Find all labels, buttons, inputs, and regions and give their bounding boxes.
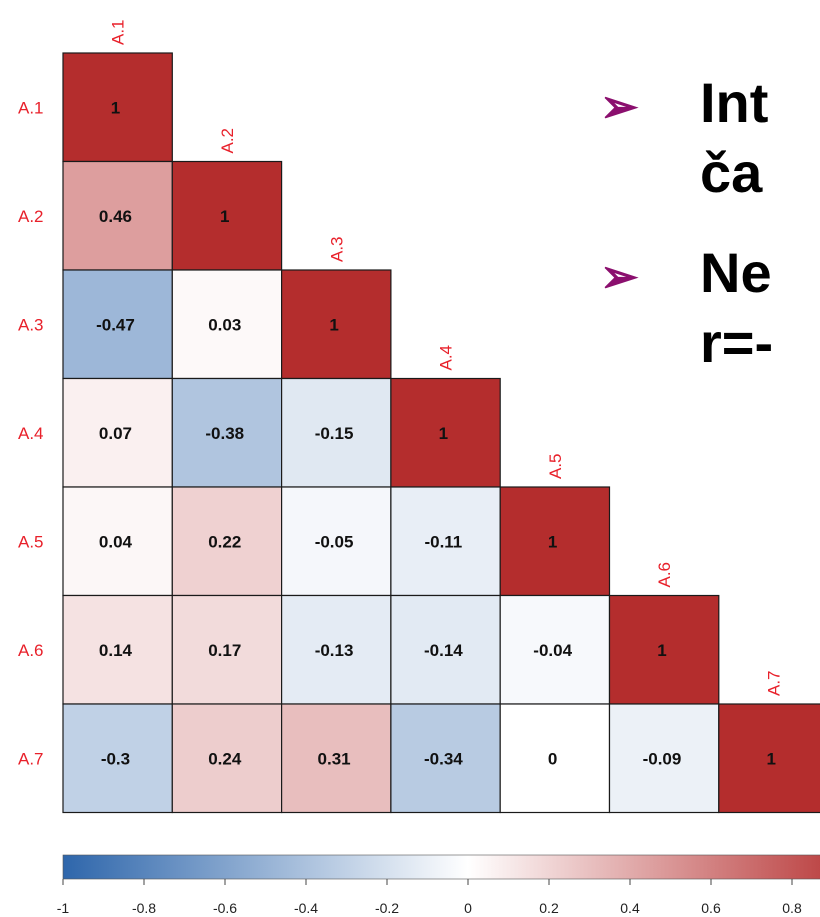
cell-value-label: 1: [329, 315, 338, 334]
bullet-text: ča: [700, 141, 763, 204]
heatmap-cell-4-4: [390, 377, 501, 488]
colorbar-tick-label: -1: [57, 900, 70, 916]
cell-value-label: 0.24: [208, 749, 242, 768]
cell-value-label: -0.13: [315, 641, 354, 660]
cell-value-label: 0: [548, 749, 557, 768]
heatmap-cell-3-3: [281, 269, 392, 380]
bullet-text: r=-: [700, 311, 774, 374]
cell-value-label: 0.03: [208, 315, 241, 334]
heatmap-cell-6-1: [62, 594, 173, 705]
colorbar-tick-label: 0.4: [620, 900, 640, 916]
column-label-4: A.4: [437, 345, 456, 371]
colorbar-tick-label: 0.6: [701, 900, 721, 916]
heatmap-cell-6-6: [608, 594, 720, 705]
bullet-text: Ne: [700, 241, 772, 304]
bullet-line-2: ča: [600, 140, 762, 205]
cell-value-label: -0.47: [96, 315, 135, 334]
heatmap-cell-7-1: [62, 703, 173, 814]
heatmap-cell-7-2: [171, 703, 283, 814]
row-label-6: A.6: [18, 641, 44, 660]
row-label-1: A.1: [18, 98, 44, 117]
arrow-bullet-icon: ➢: [600, 80, 639, 132]
cell-value-label: -0.05: [315, 532, 354, 551]
heatmap-cell-1-1: [62, 52, 173, 163]
bullet-line-3: ➢ Ne: [600, 240, 772, 305]
cell-value-label: -0.11: [424, 532, 462, 551]
cell-value-label: 0.17: [208, 641, 241, 660]
heatmap-cell-3-1: [62, 269, 173, 380]
heatmap-cell-5-2: [171, 486, 283, 597]
cell-value-label: -0.38: [205, 424, 244, 443]
row-label-2: A.2: [18, 207, 44, 226]
row-label-5: A.5: [18, 532, 44, 551]
row-label-4: A.4: [18, 424, 44, 443]
cell-value-label: 0.07: [99, 424, 132, 443]
cell-value-label: 0.04: [99, 532, 133, 551]
heatmap-cell-5-3: [281, 486, 392, 597]
cell-value-label: 1: [657, 641, 666, 660]
column-label-6: A.6: [655, 562, 674, 588]
row-label-3: A.3: [18, 315, 44, 334]
cell-value-label: 0.31: [318, 749, 351, 768]
colorbar-tick-label: 0.8: [782, 900, 802, 916]
column-label-2: A.2: [218, 128, 237, 154]
heatmap-cell-6-2: [171, 594, 283, 705]
cell-value-label: 1: [767, 749, 776, 768]
bullet-line-4: r=-: [600, 310, 773, 375]
cell-value-label: -0.04: [533, 641, 572, 660]
cell-value-label: 1: [220, 207, 229, 226]
cell-value-label: -0.15: [315, 424, 354, 443]
arrow-bullet-icon: ➢: [600, 250, 639, 302]
cell-value-label: 1: [439, 424, 448, 443]
cell-value-label: 0.14: [99, 641, 133, 660]
colorbar-tick-label: -0.8: [132, 900, 156, 916]
heatmap-cell-7-4: [390, 703, 501, 814]
colorbar-tick-label: -0.2: [375, 900, 399, 916]
column-label-3: A.3: [327, 236, 346, 262]
heatmap-cell-3-2: [171, 269, 283, 380]
heatmap-cell-4-2: [171, 377, 283, 488]
column-label-1: A.1: [109, 19, 128, 45]
column-label-5: A.5: [546, 453, 565, 479]
cell-value-label: 1: [548, 532, 557, 551]
heatmap-cell-6-3: [281, 594, 392, 705]
colorbar-tick-label: 0.2: [539, 900, 559, 916]
bullet-text: Int: [700, 71, 769, 134]
cell-value-label: 0.22: [208, 532, 241, 551]
heatmap-cell-2-1: [62, 160, 173, 271]
cell-value-label: -0.14: [424, 641, 463, 660]
colorbar-tick-label: -0.4: [294, 900, 318, 916]
heatmap-cell-6-4: [390, 594, 501, 705]
bullet-line-1: ➢ Int: [600, 70, 768, 135]
cell-value-label: 0.46: [99, 207, 132, 226]
cell-value-label: 1: [111, 98, 120, 117]
heatmap-cell-7-7: [718, 703, 820, 814]
cell-value-label: -0.09: [643, 749, 682, 768]
cell-value-label: -0.34: [424, 749, 463, 768]
row-label-7: A.7: [18, 749, 44, 768]
heatmap-cell-6-5: [499, 594, 611, 705]
column-label-7: A.7: [764, 670, 783, 696]
heatmap-cell-5-5: [499, 486, 611, 597]
heatmap-cell-5-4: [390, 486, 501, 597]
colorbar: [62, 854, 820, 880]
heatmap-cell-7-6: [608, 703, 720, 814]
colorbar-tick-label: -0.6: [213, 900, 237, 916]
colorbar-tick-label: 0: [464, 900, 472, 916]
heatmap-cell-2-2: [171, 160, 283, 271]
cell-value-label: -0.3: [101, 749, 130, 768]
